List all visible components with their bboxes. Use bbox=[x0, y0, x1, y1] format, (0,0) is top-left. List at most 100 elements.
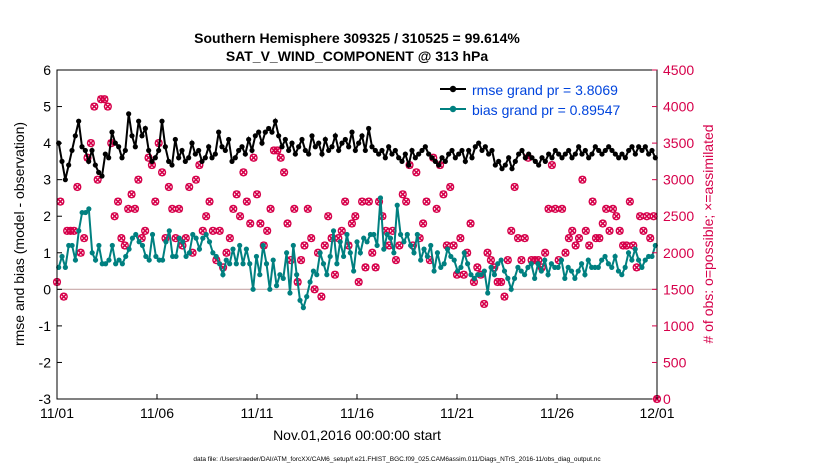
obs-assimilated-marker bbox=[585, 241, 593, 250]
bias-point bbox=[240, 261, 246, 267]
bias-point bbox=[444, 246, 451, 252]
rmse-point bbox=[99, 173, 105, 179]
bias-point bbox=[357, 250, 363, 256]
bias-point bbox=[129, 235, 136, 241]
bias-point bbox=[635, 257, 642, 263]
obs-assimilated-marker bbox=[104, 102, 112, 111]
obs-possible-marker bbox=[242, 197, 251, 206]
rmse-point bbox=[606, 144, 612, 150]
rmse-point bbox=[256, 129, 262, 135]
bias-point bbox=[153, 253, 159, 260]
obs-assimilated-marker bbox=[646, 234, 654, 242]
rmse-point bbox=[382, 155, 388, 161]
rmse-point bbox=[576, 144, 582, 150]
obs-assimilated-marker bbox=[544, 205, 553, 213]
obs-assimilated-marker bbox=[399, 190, 407, 198]
obs-possible-marker bbox=[364, 197, 373, 206]
bias-point bbox=[508, 286, 514, 292]
obs-possible-marker bbox=[571, 241, 580, 250]
bias-point bbox=[180, 239, 186, 245]
rmse-point bbox=[366, 125, 372, 132]
obs-possible-marker bbox=[615, 226, 624, 235]
bias-point bbox=[136, 239, 142, 245]
rmse-point bbox=[489, 147, 495, 154]
rmse-point bbox=[389, 151, 395, 157]
obs-possible-marker bbox=[449, 241, 458, 250]
rmse-point bbox=[376, 151, 382, 157]
y-tick-label-right: 2000 bbox=[663, 245, 694, 261]
bias-point bbox=[642, 257, 648, 263]
obs-assimilated-marker bbox=[372, 263, 380, 271]
obs-assimilated-marker bbox=[317, 293, 325, 301]
bias-point bbox=[103, 261, 109, 267]
obs-assimilated-marker bbox=[365, 198, 373, 206]
bias-point bbox=[290, 242, 296, 249]
bias-point bbox=[230, 246, 236, 252]
obs-possible-marker bbox=[225, 234, 234, 243]
rmse-point bbox=[119, 155, 125, 161]
bias-point bbox=[317, 250, 323, 256]
obs-assimilated-marker bbox=[229, 205, 237, 213]
rmse-point bbox=[196, 147, 202, 154]
rmse-point bbox=[152, 155, 158, 161]
obs-possible-marker bbox=[59, 292, 68, 301]
obs-assimilated-marker bbox=[412, 168, 420, 176]
rmse-point bbox=[302, 147, 308, 154]
rmse-point bbox=[396, 155, 402, 161]
obs-assimilated-marker bbox=[273, 146, 281, 154]
y-tick-label-right: 4500 bbox=[663, 62, 694, 78]
legend-label-rmse: rmse grand pr = 3.8069 bbox=[472, 82, 618, 98]
obs-assimilated-marker bbox=[578, 176, 586, 184]
obs-possible-marker bbox=[252, 190, 262, 199]
bias-point bbox=[216, 261, 223, 267]
rmse-point bbox=[359, 133, 365, 139]
obs-possible-marker bbox=[598, 219, 607, 228]
y-tick-label-right: 2500 bbox=[663, 208, 694, 224]
obs-assimilated-marker bbox=[582, 227, 590, 235]
bias-point bbox=[461, 250, 467, 256]
obs-possible-marker bbox=[422, 197, 431, 206]
rmse-point bbox=[569, 155, 575, 161]
bias-point bbox=[183, 253, 189, 260]
rmse-point bbox=[179, 147, 185, 154]
obs-assimilated-marker bbox=[348, 219, 356, 228]
rmse-point bbox=[199, 158, 205, 164]
bias-point bbox=[421, 246, 427, 252]
obs-assimilated-marker bbox=[165, 183, 173, 191]
y-tick-label-left: 1 bbox=[43, 245, 51, 261]
obs-assimilated-marker bbox=[307, 234, 315, 242]
obs-possible-marker bbox=[612, 212, 621, 221]
obs-possible-marker bbox=[557, 204, 567, 214]
rmse-point bbox=[619, 151, 625, 157]
obs-assimilated-marker bbox=[280, 168, 288, 176]
rmse-point bbox=[309, 133, 315, 139]
obs-possible-marker bbox=[151, 197, 160, 206]
y-tick-label-right: 4000 bbox=[663, 99, 694, 115]
bias-point bbox=[340, 253, 347, 260]
bias-point bbox=[394, 202, 400, 208]
rmse-point bbox=[122, 147, 128, 154]
rmse-point bbox=[529, 155, 535, 161]
rmse-point bbox=[249, 147, 255, 154]
obs-assimilated-marker bbox=[151, 198, 159, 206]
bias-point bbox=[190, 231, 196, 238]
obs-possible-marker bbox=[86, 139, 95, 148]
obs-possible-marker bbox=[73, 182, 82, 192]
rmse-point bbox=[172, 136, 178, 143]
bias-point bbox=[119, 261, 125, 267]
x-tick-label: 11/26 bbox=[540, 405, 574, 421]
rmse-point bbox=[582, 147, 588, 154]
rmse-point bbox=[452, 155, 458, 161]
bias-point bbox=[106, 257, 112, 263]
rmse-point bbox=[336, 147, 342, 154]
bias-point bbox=[196, 246, 203, 252]
obs-assimilated-marker bbox=[243, 198, 251, 206]
obs-possible-marker bbox=[232, 190, 241, 199]
rmse-point bbox=[89, 147, 95, 154]
bias-point bbox=[511, 275, 518, 281]
bias-point bbox=[354, 239, 360, 245]
obs-assimilated-marker bbox=[236, 212, 244, 220]
bias-point bbox=[267, 286, 273, 292]
obs-possible-marker bbox=[337, 226, 346, 235]
rmse-point bbox=[492, 162, 498, 168]
